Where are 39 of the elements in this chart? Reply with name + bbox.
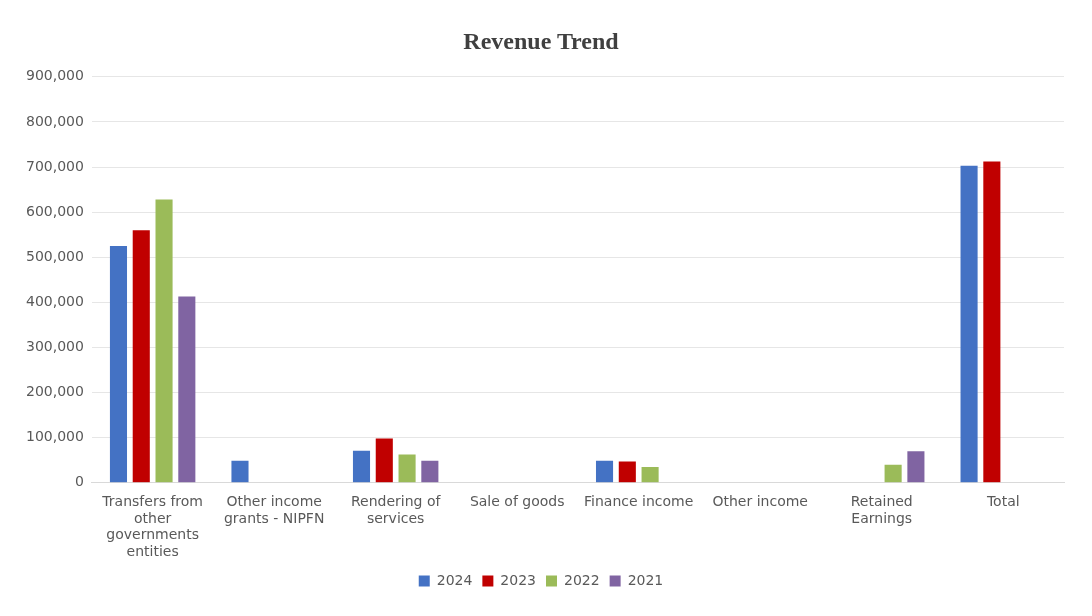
legend-label: 2022 bbox=[564, 571, 600, 588]
x-tick-label: Finance income bbox=[584, 492, 694, 509]
bar bbox=[231, 460, 249, 483]
chart-title: Revenue Trend bbox=[463, 27, 620, 54]
legend-label: 2021 bbox=[627, 571, 664, 588]
y-tick-label: 600,000 bbox=[25, 202, 84, 219]
y-tick-label: 400,000 bbox=[25, 293, 84, 309]
bar bbox=[595, 460, 614, 483]
y-tick-label: 200,000 bbox=[25, 383, 84, 400]
bar bbox=[421, 460, 439, 483]
bar bbox=[398, 454, 416, 483]
x-tick-label: Total bbox=[985, 492, 1020, 509]
legend-label: 2023 bbox=[500, 571, 537, 588]
bar bbox=[109, 245, 128, 483]
x-tick-label: Other income grants - NIPFN bbox=[223, 492, 325, 526]
bar bbox=[375, 438, 393, 483]
bar bbox=[178, 296, 196, 483]
x-tick-label: Rendering of services bbox=[350, 492, 442, 526]
x-tick-label: Sale of goods bbox=[469, 492, 565, 509]
y-tick-label: 300,000 bbox=[25, 338, 84, 355]
y-tick-label: 700,000 bbox=[25, 157, 84, 174]
bar bbox=[907, 451, 925, 483]
bar bbox=[884, 464, 902, 483]
bar bbox=[155, 199, 173, 483]
bar bbox=[641, 467, 659, 483]
x-tick-label: Retained Earnings bbox=[850, 492, 913, 526]
y-tick-label: 800,000 bbox=[25, 112, 84, 129]
legend-label: 2024 bbox=[436, 571, 473, 588]
y-tick-label: 100,000 bbox=[25, 428, 84, 445]
y-tick-label: 900,000 bbox=[25, 67, 84, 84]
bar bbox=[983, 161, 1001, 483]
y-tick-label: 0 bbox=[74, 473, 84, 490]
bar bbox=[132, 230, 150, 483]
bar bbox=[960, 165, 978, 483]
x-tick-label: Other income bbox=[712, 492, 808, 509]
y-tick-label: 500,000 bbox=[25, 247, 84, 264]
x-tick-label: Transfers from other governments entities bbox=[101, 492, 203, 560]
bar bbox=[352, 450, 371, 483]
bar bbox=[618, 461, 636, 483]
